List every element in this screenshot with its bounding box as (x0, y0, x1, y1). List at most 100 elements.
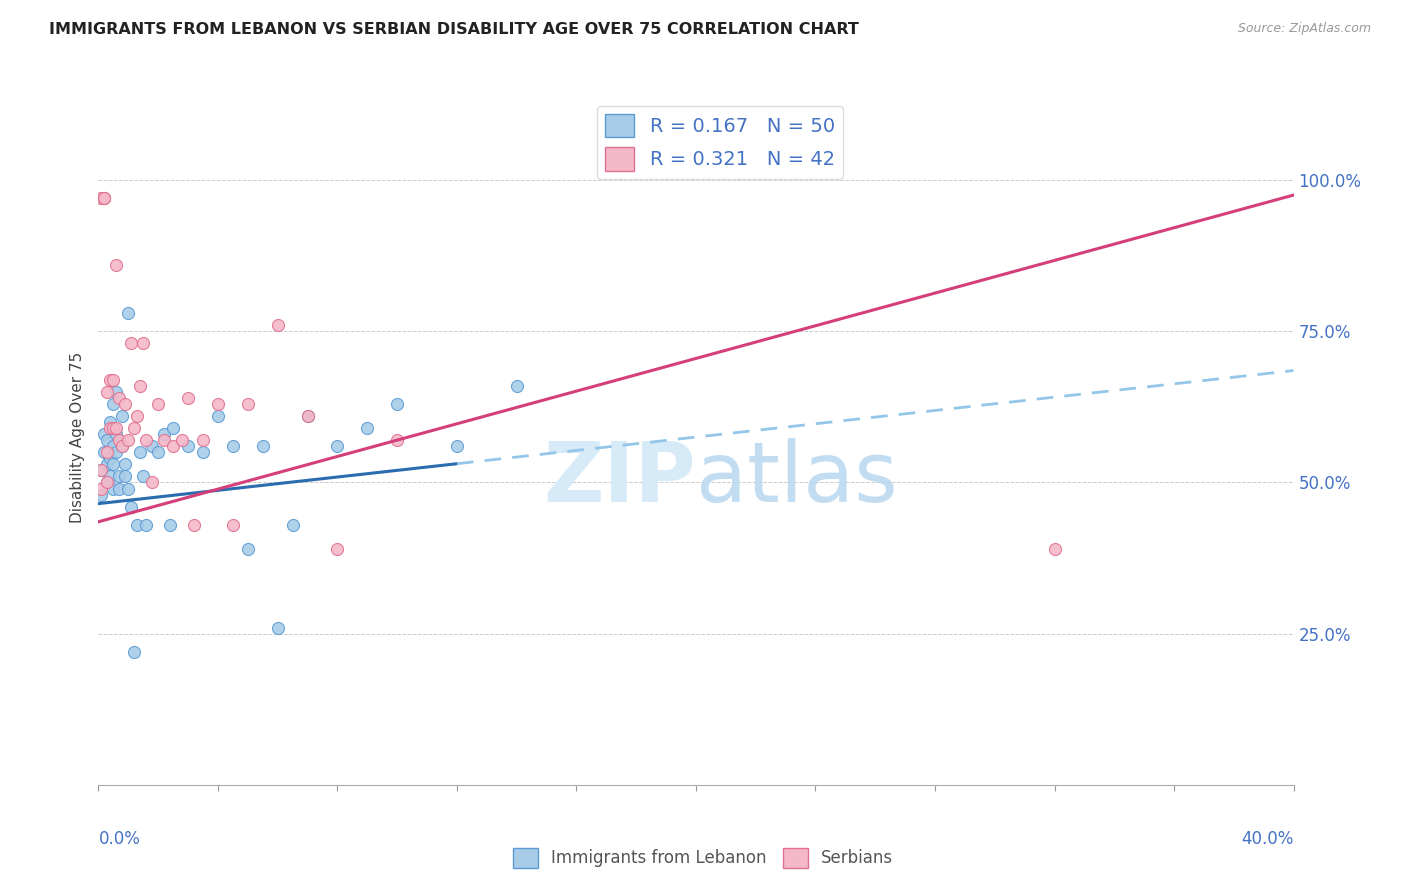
Text: IMMIGRANTS FROM LEBANON VS SERBIAN DISABILITY AGE OVER 75 CORRELATION CHART: IMMIGRANTS FROM LEBANON VS SERBIAN DISAB… (49, 22, 859, 37)
Point (183, 517, 205, 532)
Point (132, 336, 155, 351)
Point (90, 191, 112, 205)
Point (385, 397, 409, 411)
Point (135, 433, 157, 447)
Text: atlas: atlas (696, 438, 897, 519)
Point (105, 258, 128, 272)
Point (141, 439, 163, 453)
Point (103, 397, 125, 411)
Point (105, 445, 128, 459)
Point (108, 433, 131, 447)
Point (90, 463, 112, 477)
Point (108, 391, 131, 405)
Point (117, 433, 139, 447)
Point (103, 421, 125, 435)
Point (120, 336, 142, 351)
Point (93, 191, 115, 205)
Point (326, 541, 349, 556)
Point (93, 445, 115, 459)
Point (111, 439, 134, 453)
Point (111, 439, 134, 453)
Point (177, 439, 200, 453)
Point (446, 439, 468, 453)
Point (96, 445, 118, 459)
Point (114, 458, 136, 472)
Point (124, 421, 146, 435)
Point (297, 409, 319, 423)
Point (148, 445, 170, 459)
Point (207, 397, 229, 411)
Legend: R = 0.167   N = 50, R = 0.321   N = 42: R = 0.167 N = 50, R = 0.321 N = 42 (598, 106, 842, 178)
Point (129, 445, 152, 459)
Point (103, 458, 125, 472)
Point (103, 373, 125, 387)
Point (98, 451, 122, 466)
Point (506, 378, 529, 392)
Point (103, 482, 125, 496)
Point (236, 397, 259, 411)
Point (153, 433, 176, 447)
Point (96, 475, 118, 490)
Text: 0.0%: 0.0% (98, 830, 141, 848)
Y-axis label: Disability Age Over 75: Disability Age Over 75 (70, 351, 86, 523)
Point (120, 500, 142, 514)
Text: ZIP: ZIP (544, 438, 696, 519)
Point (356, 421, 378, 435)
Point (98, 415, 122, 429)
Point (103, 439, 125, 453)
Point (222, 517, 245, 532)
Point (159, 517, 181, 532)
Point (127, 517, 149, 532)
Point (236, 541, 259, 556)
Point (129, 378, 152, 392)
Point (93, 191, 115, 205)
Point (177, 391, 200, 405)
Point (108, 482, 131, 496)
Point (267, 318, 290, 333)
Point (96, 384, 118, 399)
Point (96, 475, 118, 490)
Point (96, 458, 118, 472)
Point (222, 439, 245, 453)
Point (111, 409, 134, 423)
Point (114, 397, 136, 411)
Point (132, 469, 155, 483)
Point (153, 427, 176, 442)
Text: 40.0%: 40.0% (1241, 830, 1294, 848)
Point (252, 439, 274, 453)
Point (93, 191, 115, 205)
Point (267, 621, 290, 635)
Point (326, 439, 349, 453)
Point (105, 384, 128, 399)
Point (207, 409, 229, 423)
Point (124, 645, 146, 659)
Point (98, 421, 122, 435)
Point (98, 373, 122, 387)
Text: Source: ZipAtlas.com: Source: ZipAtlas.com (1237, 22, 1371, 36)
Point (93, 427, 115, 442)
Point (135, 517, 157, 532)
Point (96, 433, 118, 447)
Point (172, 433, 194, 447)
Point (117, 306, 139, 320)
Point (1043, 541, 1066, 556)
Point (162, 439, 184, 453)
Point (385, 433, 409, 447)
Point (114, 469, 136, 483)
Legend: Immigrants from Lebanon, Serbians: Immigrants from Lebanon, Serbians (506, 841, 900, 875)
Point (148, 397, 170, 411)
Point (90, 482, 112, 496)
Point (162, 421, 184, 435)
Point (117, 482, 139, 496)
Point (297, 409, 319, 423)
Point (191, 433, 214, 447)
Point (191, 445, 214, 459)
Point (127, 409, 149, 423)
Point (90, 463, 112, 477)
Point (98, 469, 122, 483)
Point (90, 487, 112, 501)
Point (105, 427, 128, 442)
Point (281, 517, 304, 532)
Point (108, 469, 131, 483)
Point (105, 421, 128, 435)
